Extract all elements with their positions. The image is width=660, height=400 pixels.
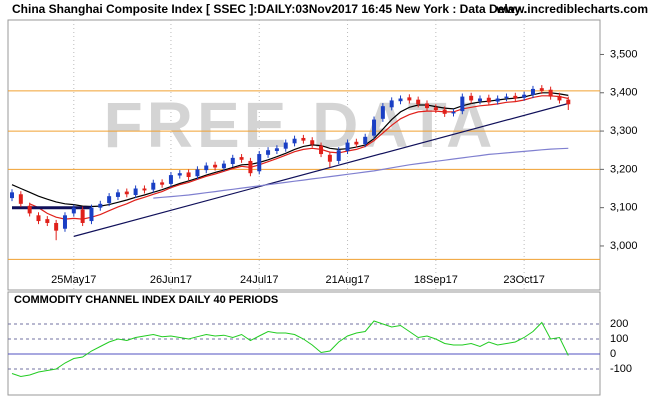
y-tick-label: 100 bbox=[610, 333, 628, 345]
candle-body bbox=[539, 88, 544, 91]
candle-body bbox=[301, 137, 306, 141]
cci-line bbox=[11, 320, 569, 378]
moving-average bbox=[29, 95, 569, 220]
site-link[interactable]: www.incrediblecharts.com bbox=[495, 2, 648, 16]
candle-body bbox=[248, 160, 253, 174]
candle-body bbox=[283, 142, 288, 149]
watermark: FREE DATA bbox=[104, 89, 497, 161]
price-panel bbox=[7, 19, 601, 291]
candle-body bbox=[380, 106, 385, 119]
candle-body bbox=[266, 150, 271, 155]
candle-body bbox=[142, 188, 147, 191]
x-tick-label: 21Aug17 bbox=[326, 274, 370, 286]
candle-body bbox=[363, 136, 368, 145]
candle-body bbox=[389, 100, 394, 108]
candle-body bbox=[177, 173, 182, 176]
candle-body bbox=[274, 148, 279, 151]
candle-body bbox=[239, 157, 244, 160]
candle-body bbox=[372, 119, 377, 136]
candle-body bbox=[327, 154, 332, 162]
cci-panel bbox=[7, 291, 601, 396]
y-tick-label: 3,300 bbox=[610, 125, 638, 137]
y-tick-label: -100 bbox=[610, 363, 632, 375]
candle-body bbox=[460, 96, 465, 112]
chart-title: China Shanghai Composite Index [ SSEC ]:… bbox=[12, 2, 527, 16]
y-tick-label: 3,400 bbox=[610, 87, 638, 99]
candle-body bbox=[407, 97, 412, 101]
candle-body bbox=[62, 215, 67, 229]
candle-body bbox=[354, 141, 359, 145]
candle-body bbox=[433, 107, 438, 110]
x-tick-label: 18Sep17 bbox=[414, 274, 458, 286]
candle-body bbox=[257, 154, 262, 172]
candle-body bbox=[425, 103, 430, 109]
candle-body bbox=[27, 205, 32, 214]
candle-body bbox=[557, 95, 562, 101]
candle-body bbox=[336, 150, 341, 161]
candle-body bbox=[10, 192, 14, 199]
candle-body bbox=[107, 196, 112, 204]
candle-body bbox=[115, 192, 120, 197]
candle-body bbox=[213, 164, 218, 168]
x-tick-label: 23Oct17 bbox=[503, 274, 545, 286]
candle-body bbox=[204, 165, 209, 171]
candle-body bbox=[345, 142, 350, 151]
candle-body bbox=[495, 98, 500, 102]
candle-body bbox=[160, 182, 165, 185]
moving-average bbox=[153, 147, 569, 199]
candle-body bbox=[221, 163, 226, 169]
y-tick-label: 0 bbox=[610, 348, 616, 360]
candle-body bbox=[186, 172, 191, 178]
cci-title: COMMODITY CHANNEL INDEX DAILY 40 PERIODS bbox=[14, 294, 278, 306]
candle-body bbox=[80, 209, 85, 223]
candle-body bbox=[133, 188, 138, 196]
candle-body bbox=[168, 175, 173, 184]
candle-body bbox=[89, 207, 94, 222]
moving-average bbox=[11, 92, 569, 208]
candle-body bbox=[442, 109, 447, 114]
candle-body bbox=[319, 145, 324, 155]
candle-body bbox=[522, 94, 527, 98]
candle-body bbox=[416, 99, 421, 105]
candle-body bbox=[292, 138, 297, 144]
y-tick-label: 3,500 bbox=[610, 48, 638, 60]
candle-body bbox=[124, 191, 129, 195]
candle-body bbox=[310, 140, 315, 145]
x-tick-label: 25May17 bbox=[51, 274, 96, 286]
candle-body bbox=[195, 169, 200, 177]
candle-body bbox=[54, 222, 59, 231]
y-tick-label: 3,000 bbox=[610, 240, 638, 252]
candle-body bbox=[151, 182, 156, 190]
candle-body bbox=[566, 99, 571, 105]
candle-body bbox=[486, 97, 491, 103]
candle-body bbox=[18, 194, 23, 204]
candle-body bbox=[513, 95, 518, 99]
y-tick-label: 3,100 bbox=[610, 202, 638, 214]
x-tick-label: 24Jul17 bbox=[240, 274, 279, 286]
candle-body bbox=[71, 207, 76, 214]
x-tick-label: 26Jun17 bbox=[150, 274, 192, 286]
candle-body bbox=[469, 95, 474, 101]
y-tick-label: 3,200 bbox=[610, 163, 638, 175]
candle-body bbox=[45, 219, 50, 223]
candle-body bbox=[98, 203, 103, 208]
candle-body bbox=[398, 98, 403, 102]
candle-body bbox=[504, 96, 509, 99]
y-tick-label: 200 bbox=[610, 318, 628, 330]
candle-body bbox=[36, 215, 41, 222]
trend-line bbox=[73, 102, 569, 237]
candle-body bbox=[451, 111, 456, 114]
candle-body bbox=[230, 157, 235, 164]
candle-body bbox=[477, 98, 482, 102]
candle-body bbox=[548, 89, 553, 97]
candle-body bbox=[530, 88, 535, 96]
